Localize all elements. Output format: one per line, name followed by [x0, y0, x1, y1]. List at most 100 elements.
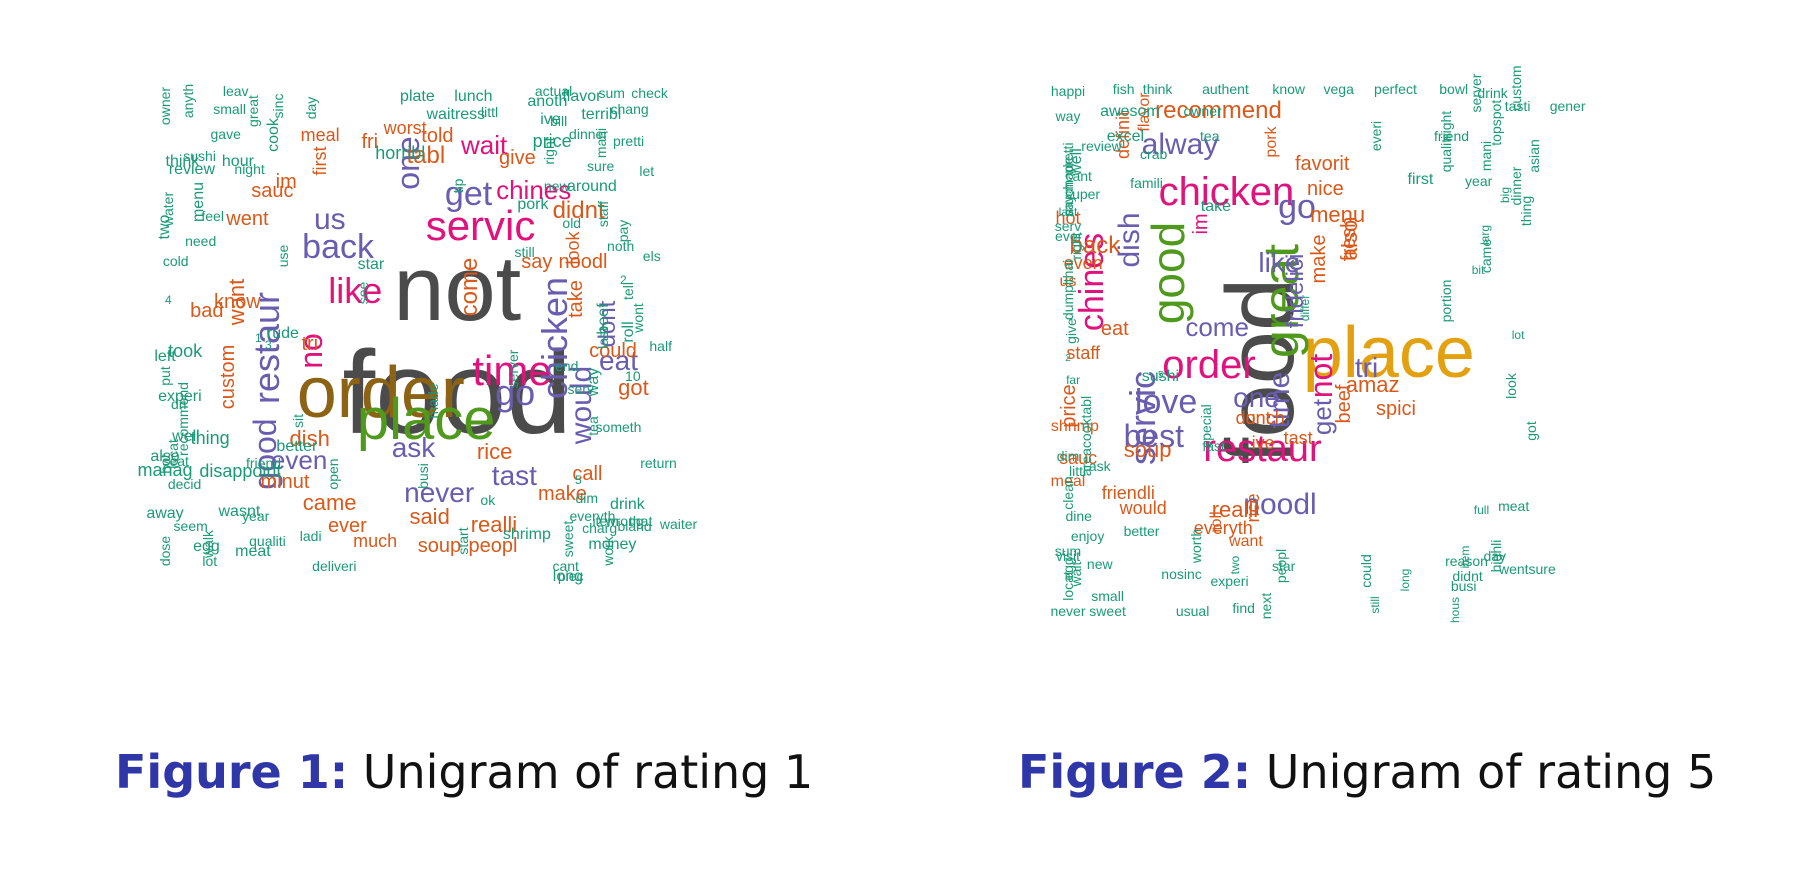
word-beef: beef	[1333, 384, 1355, 424]
word-custom: custom	[217, 344, 239, 410]
word-drink: drink	[610, 495, 645, 513]
figure-2-caption-text: Unigram of rating 5	[1265, 745, 1717, 799]
word-pork: pork	[517, 195, 549, 213]
word-open: open	[324, 458, 341, 490]
word-tri: tri	[1354, 352, 1379, 384]
word-locat: locat	[1060, 570, 1076, 601]
word-dont: dont	[1235, 407, 1271, 428]
word-differ: differ	[1297, 294, 1312, 321]
word-rude: rude	[266, 324, 299, 342]
word-price: price	[532, 130, 572, 151]
word-long: long	[552, 567, 584, 585]
word-flavor: flavor	[562, 87, 602, 105]
word-could: could	[589, 340, 637, 362]
word-friendli: friendli	[1101, 482, 1155, 503]
word-sum: sum	[1054, 542, 1082, 559]
word-hour: hour	[221, 152, 254, 170]
word-ever: ever	[327, 515, 367, 537]
word-long: long	[1397, 568, 1412, 591]
word-cook: cook	[264, 117, 282, 152]
word-noth: noth	[607, 237, 635, 254]
word-us: us	[313, 202, 346, 236]
word-better: better	[1123, 522, 1160, 539]
word-think: think	[1142, 80, 1173, 97]
word-4: 4	[165, 292, 172, 307]
word-us: us	[1059, 272, 1077, 290]
word-find: find	[1232, 599, 1255, 616]
word-hot: hot	[1055, 207, 1081, 228]
word-meat: meat	[235, 542, 271, 560]
word-small: small	[1091, 587, 1124, 604]
word-everyth: everyth	[569, 507, 616, 524]
word-thai: thai	[1060, 259, 1076, 282]
word-spot: spot	[1487, 99, 1504, 126]
word-wasnt: wasnt	[218, 502, 261, 520]
word-said: said	[409, 504, 450, 530]
word-tabl: tabl	[406, 142, 446, 170]
word-put: put	[157, 365, 173, 386]
word-wont: wont	[629, 302, 646, 333]
word-better: better	[276, 437, 318, 455]
word-nice: nice	[1307, 178, 1344, 200]
word-famili: famili	[1130, 174, 1163, 191]
word-make: make	[1308, 234, 1330, 284]
word-visit: visit	[1055, 547, 1081, 564]
word-like: like	[1258, 247, 1301, 279]
word-realli: realli	[470, 512, 518, 538]
word-ask: ask	[391, 432, 436, 464]
word-took: took	[168, 340, 203, 361]
word-eat: eat	[1100, 318, 1129, 340]
word-clean: clean	[1060, 475, 1076, 510]
word-chicken: chicken	[1158, 170, 1295, 214]
word-els: els	[642, 247, 661, 264]
word-night: night	[234, 160, 265, 177]
word-1: 1	[255, 330, 262, 345]
word-ever: ever	[1055, 227, 1083, 244]
word-dri: dri	[170, 395, 187, 412]
word-littl: littl	[481, 103, 499, 120]
word-order: order	[1162, 343, 1256, 387]
word-restaur: restaur	[1203, 427, 1322, 470]
word-owner: owner	[157, 86, 173, 125]
word-feel: feel	[201, 207, 224, 224]
word-noodl: noodl	[1243, 487, 1317, 521]
word-3: 3	[265, 337, 272, 352]
word-need: need	[185, 232, 217, 249]
word-food: food	[342, 326, 572, 459]
word-excel: excel	[1106, 127, 1145, 145]
word-one: one	[1233, 382, 1280, 414]
word-first: first	[1407, 170, 1434, 188]
word-experi: experi	[1210, 572, 1249, 589]
word-get: get	[1307, 399, 1338, 436]
word-sure: sure	[587, 157, 615, 174]
word-wentsure: wentsure	[1498, 560, 1556, 577]
wordcloud-rating-5: food place great good chicken order restaur ser…	[1050, 65, 1638, 668]
word-chang: chang	[610, 100, 649, 117]
word-busi: busi	[1450, 577, 1477, 594]
word-noodl: noodl	[558, 251, 608, 273]
word-sweet: sweet	[559, 520, 576, 557]
word-not: not	[1302, 353, 1339, 398]
word-5: 5	[1158, 369, 1164, 381]
word-perfect: perfect	[1374, 80, 1417, 97]
word-owner: owner	[1183, 102, 1222, 119]
word-lunch: lunch	[1241, 407, 1285, 428]
word-start: start	[454, 527, 471, 555]
word-two: two	[1227, 555, 1242, 574]
word-actual: actual	[534, 82, 573, 99]
word-go: go	[1278, 187, 1316, 226]
word-think: think	[165, 152, 200, 170]
word-anyth: anyth	[179, 83, 196, 118]
word-not: not	[393, 237, 522, 340]
word-sushi: sushi	[183, 147, 216, 164]
word-drink: drink	[1477, 84, 1508, 101]
word-next: next	[1257, 592, 1274, 619]
word-star: star	[357, 255, 385, 273]
word-star: star	[1272, 557, 1296, 574]
word-im: im	[275, 171, 297, 193]
word-server: server	[504, 349, 521, 389]
word-review: review	[168, 160, 215, 178]
word-worst: worst	[383, 117, 427, 138]
word-2: 2	[620, 272, 627, 287]
word-small: small	[213, 100, 246, 117]
